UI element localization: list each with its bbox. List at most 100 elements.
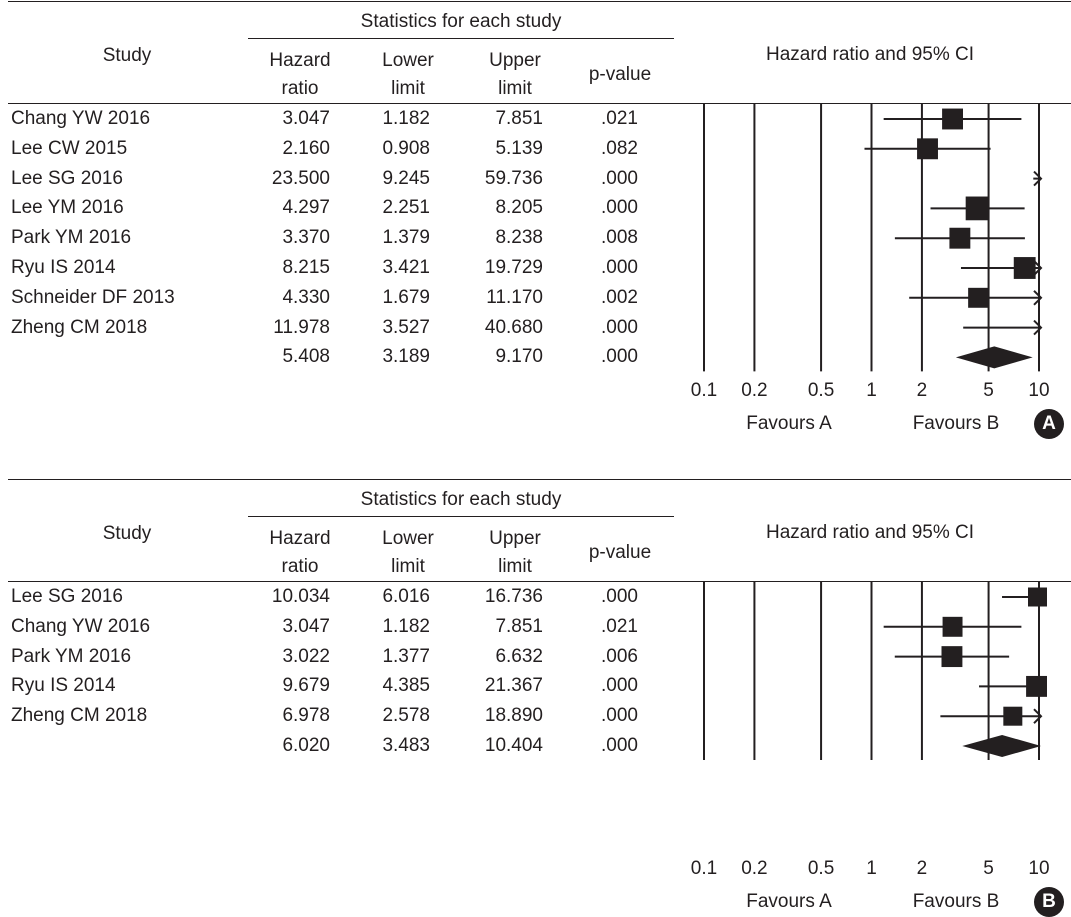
p-value: .000 <box>601 705 638 727</box>
lower-limit-value: 2.578 <box>382 705 430 727</box>
p-value: .008 <box>601 227 638 249</box>
upper-limit-value: 6.632 <box>495 645 543 667</box>
summary-upper-limit: 9.170 <box>495 346 543 368</box>
panel-label-badge: B <box>1034 887 1064 917</box>
favours-b-label: Favours B <box>912 413 1000 434</box>
x-tick-label: 0.2 <box>741 380 768 401</box>
x-tick-label: 0.1 <box>690 380 718 401</box>
p-value: .006 <box>601 645 638 667</box>
upper-limit-header-line1: Upper <box>489 50 541 71</box>
hazard-ratio-value: 10.034 <box>271 586 330 607</box>
hazard-ratio-header-line2: ratio <box>281 556 319 577</box>
hazard-ratio-header-line1: Hazard <box>269 528 331 549</box>
hazard-ratio-value: 3.047 <box>282 108 330 129</box>
study-name: Lee YM 2016 <box>11 197 124 219</box>
upper-limit-header-line1: Upper <box>489 528 541 549</box>
favours-a-label: Favours A <box>746 891 832 912</box>
hazard-ratio-header-line1: Hazard <box>269 50 331 71</box>
point-estimate <box>968 287 989 308</box>
x-tick-label: 10 <box>1028 858 1050 879</box>
point-estimate <box>942 108 963 130</box>
header-bottom-rule <box>8 581 1071 582</box>
upper-limit-value: 40.680 <box>484 316 543 338</box>
group-header-rule <box>248 516 674 517</box>
plot-title: Hazard ratio and 95% CI <box>765 522 975 543</box>
summary-upper-limit: 10.404 <box>484 735 543 756</box>
hazard-ratio-value: 23.500 <box>271 167 330 189</box>
hazard-ratio-value: 2.160 <box>282 137 330 159</box>
study-column-header: Study <box>102 523 152 544</box>
point-estimate <box>965 196 990 221</box>
hazard-ratio-value: 6.978 <box>282 705 330 727</box>
ci-arrow <box>1033 708 1043 724</box>
table-top-rule <box>8 1 1071 2</box>
point-estimate <box>942 616 963 637</box>
lower-limit-value: 1.679 <box>382 286 430 308</box>
hazard-ratio-value: 8.215 <box>282 257 330 278</box>
study-name: Chang YW 2016 <box>11 108 151 129</box>
hazard-ratio-value: 9.679 <box>282 675 330 697</box>
study-name: Lee CW 2015 <box>11 137 128 159</box>
group-header: Statistics for each study <box>360 11 562 32</box>
study-name: Ryu IS 2014 <box>11 675 116 697</box>
point-estimate <box>1013 257 1036 279</box>
forest-plot-area <box>703 582 1047 760</box>
forest-plot-panel-a: Statistics for each study Study Hazard rati… <box>0 0 1071 439</box>
lower-limit-value: 0.908 <box>382 137 430 159</box>
ci-arrow <box>1033 170 1043 187</box>
upper-limit-value: 19.729 <box>484 257 543 278</box>
ci-arrow <box>1033 290 1043 306</box>
x-tick-label: 5 <box>983 380 994 401</box>
hazard-ratio-value: 4.297 <box>282 197 330 219</box>
summary-diamond <box>955 346 1033 369</box>
p-value: .002 <box>601 286 638 308</box>
p-value: .000 <box>601 257 638 278</box>
study-name: Park YM 2016 <box>11 645 132 667</box>
hazard-ratio-value: 3.022 <box>282 645 330 667</box>
p-value: .000 <box>601 167 638 189</box>
p-value: .021 <box>601 108 638 129</box>
p-value-header: p-value <box>588 64 652 85</box>
lower-limit-value: 3.527 <box>382 316 430 338</box>
favours-b-label: Favours B <box>912 891 1000 912</box>
panel-label-badge: A <box>1034 409 1064 439</box>
hazard-ratio-value: 4.330 <box>282 286 330 308</box>
point-estimate <box>1003 706 1023 726</box>
study-column-header: Study <box>102 45 152 66</box>
summary-diamond <box>962 735 1041 757</box>
lower-limit-value: 1.182 <box>382 108 430 129</box>
x-tick-label: 1 <box>866 380 877 401</box>
ci-arrow <box>1033 319 1043 336</box>
study-name: Schneider DF 2013 <box>11 286 175 308</box>
favours-a-label: Favours A <box>746 413 832 434</box>
p-value: .000 <box>601 675 638 697</box>
lower-limit-header-line1: Lower <box>382 50 434 71</box>
lower-limit-value: 6.016 <box>382 586 430 607</box>
forest-plot-panel-b: Statistics for each study Study Hazard rati… <box>0 478 1071 917</box>
point-estimate <box>1028 587 1047 607</box>
point-estimate <box>949 227 971 249</box>
x-tick-label: 0.5 <box>807 380 835 401</box>
lower-limit-value: 4.385 <box>382 675 430 697</box>
summary-p-value: .000 <box>601 346 638 368</box>
study-name: Ryu IS 2014 <box>11 257 116 278</box>
point-estimate <box>917 138 938 160</box>
p-value: .000 <box>601 197 638 219</box>
hazard-ratio-header-line2: ratio <box>281 78 319 99</box>
header-bottom-rule <box>8 103 1071 104</box>
upper-limit-value: 7.851 <box>495 615 543 637</box>
x-tick-label: 2 <box>916 858 928 879</box>
study-name: Zheng CM 2018 <box>11 705 148 727</box>
summary-hazard-ratio: 5.408 <box>282 346 330 368</box>
upper-limit-value: 18.890 <box>484 705 543 727</box>
p-value: .000 <box>601 316 638 338</box>
lower-limit-value: 1.377 <box>382 645 430 667</box>
study-name: Chang YW 2016 <box>11 615 151 637</box>
ci-arrow <box>1033 260 1043 276</box>
plot-title: Hazard ratio and 95% CI <box>765 44 975 65</box>
study-name: Zheng CM 2018 <box>11 316 148 338</box>
hazard-ratio-value: 3.047 <box>282 615 330 637</box>
lower-limit-value: 9.245 <box>382 167 430 189</box>
point-estimate <box>1026 675 1047 697</box>
upper-limit-value: 11.170 <box>486 286 543 308</box>
